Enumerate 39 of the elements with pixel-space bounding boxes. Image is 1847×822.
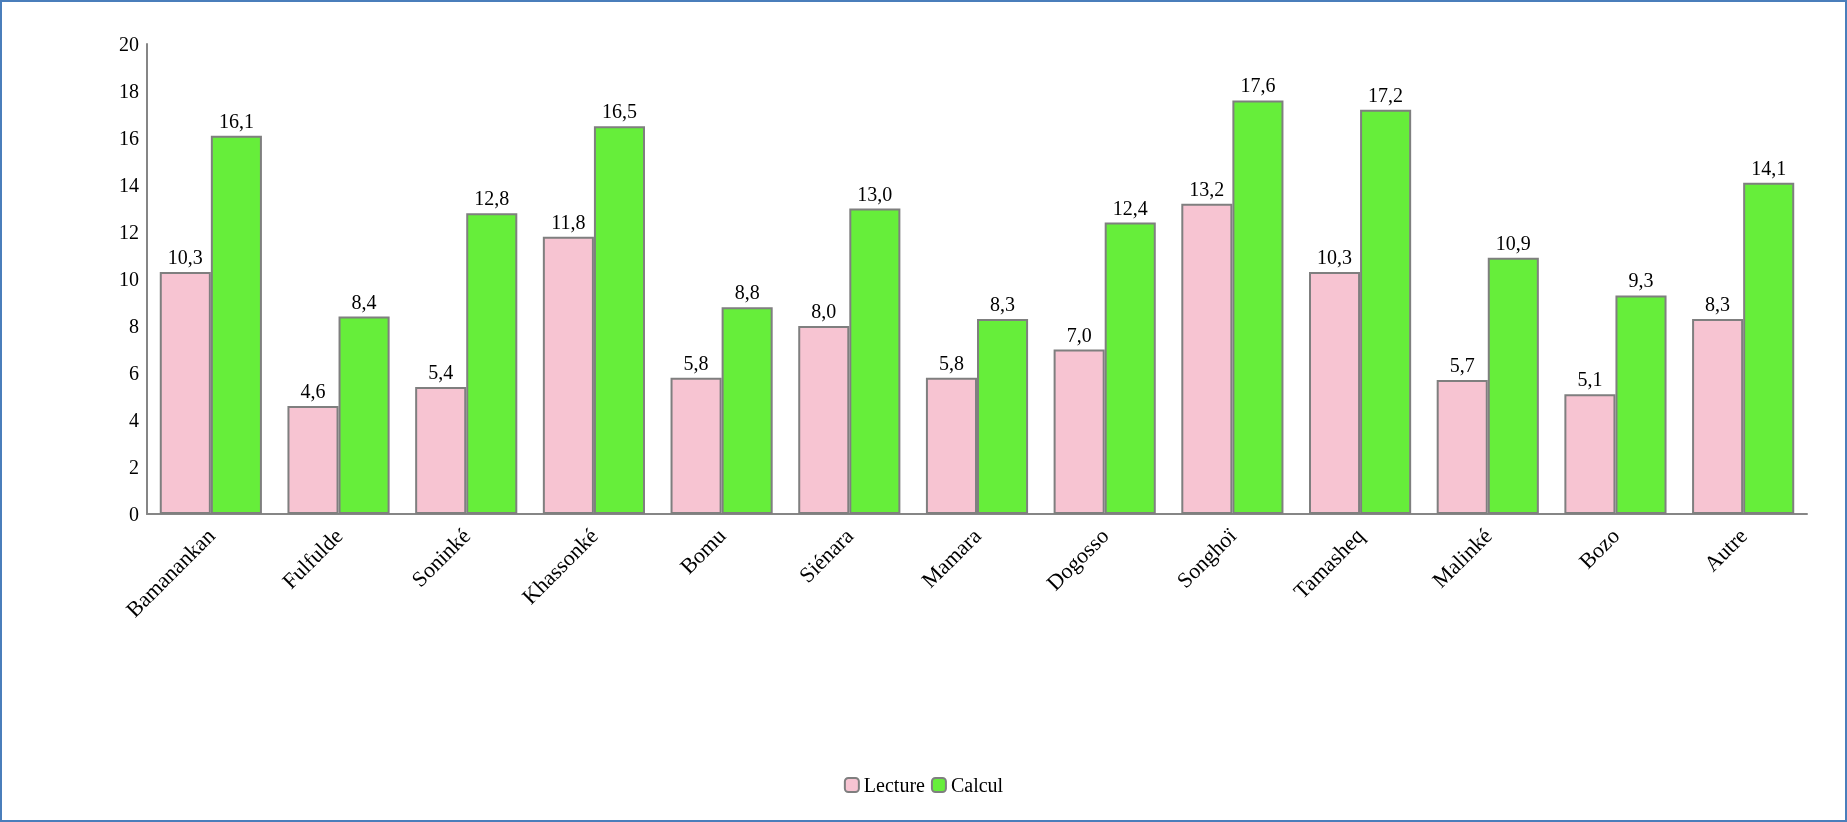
data-label: 8,0 xyxy=(811,300,837,322)
data-label: 5,4 xyxy=(428,361,454,384)
data-label: 16,1 xyxy=(218,109,254,132)
y-tick-label: 18 xyxy=(119,80,139,102)
y-tick-label: 2 xyxy=(129,456,139,478)
data-label: 8,3 xyxy=(1705,292,1731,315)
data-label: 13,0 xyxy=(857,182,893,205)
y-tick-label: 12 xyxy=(119,221,139,243)
data-label: 7,0 xyxy=(1066,323,1092,346)
y-tick-label: 8 xyxy=(129,315,139,337)
data-label: 8,8 xyxy=(734,281,760,304)
data-label: 12,8 xyxy=(474,187,510,210)
y-tick-label: 16 xyxy=(119,127,139,149)
data-label: 8,4 xyxy=(351,290,377,313)
data-label: 10,3 xyxy=(1317,245,1353,268)
y-tick-label: 6 xyxy=(129,362,139,384)
y-tick-label: 4 xyxy=(129,409,139,431)
data-label: 14,1 xyxy=(1751,156,1787,179)
data-label: 17,6 xyxy=(1240,74,1276,97)
data-label: 12,4 xyxy=(1112,196,1148,219)
data-label: 16,5 xyxy=(601,100,637,123)
data-label: 5,8 xyxy=(938,351,964,374)
data-label: 13,2 xyxy=(1189,177,1225,200)
data-label: 10,9 xyxy=(1495,231,1531,254)
data-label: 5,8 xyxy=(683,351,709,374)
data-label: 17,2 xyxy=(1368,83,1404,106)
data-label: 11,8 xyxy=(551,210,586,233)
y-tick-label: 14 xyxy=(119,174,139,196)
data-label: 10,3 xyxy=(167,245,203,268)
data-label: 5,1 xyxy=(1577,368,1603,391)
data-label: 4,6 xyxy=(300,379,326,402)
legend-label: Calcul xyxy=(950,774,1004,796)
y-tick-label: 0 xyxy=(129,503,139,525)
y-tick-label: 20 xyxy=(119,33,139,55)
legend-label: Lecture xyxy=(863,774,926,796)
data-label: 8,3 xyxy=(990,292,1016,315)
data-label: 5,7 xyxy=(1449,354,1475,377)
data-label: 9,3 xyxy=(1628,269,1654,292)
y-tick-label: 10 xyxy=(119,268,139,290)
